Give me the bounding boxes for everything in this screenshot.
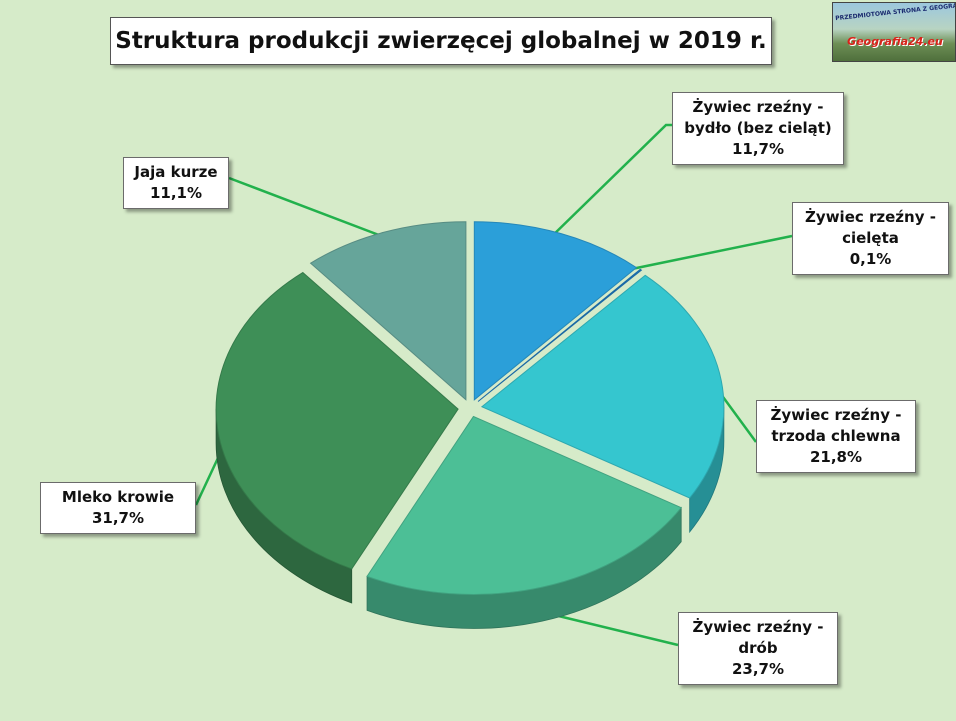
label-mleko-line1: Mleko krowie: [61, 488, 175, 506]
label-mleko-value: 31,7%: [91, 509, 145, 527]
label-mleko: Mleko krowie 31,7%: [40, 482, 196, 534]
label-trzoda-line2: trzoda chlewna: [771, 427, 901, 445]
label-cieleta: Żywiec rzeźny - cielęta 0,1%: [792, 202, 949, 275]
pie-slice-trzoda: [480, 274, 725, 499]
logo-top-text: PRZEDMIOTOWA STRONA Z GEOGRAFII: [834, 2, 956, 23]
label-bydlo-value: 11,7%: [731, 140, 785, 158]
leader-line-jaja: [228, 176, 393, 242]
pie-slice-mleko: [215, 271, 459, 570]
site-logo[interactable]: PRZEDMIOTOWA STRONA Z GEOGRAFII Geografi…: [832, 2, 956, 62]
label-drob: Żywiec rzeźny - drób 23,7%: [678, 612, 838, 685]
label-drob-line1: Żywiec rzeźny -: [692, 618, 824, 636]
leader-line-cieleta: [616, 234, 793, 274]
label-trzoda-line1: Żywiec rzeźny -: [770, 406, 902, 424]
pie-slice-cieleta: [477, 268, 643, 402]
label-drob-value: 23,7%: [731, 660, 785, 678]
label-cieleta-line1: Żywiec rzeźny -: [805, 208, 936, 226]
label-drob-line2: drób: [738, 639, 778, 657]
chart-title-box: Struktura produkcji zwierzęcej globalnej…: [110, 17, 772, 65]
label-cieleta-line2: cielęta: [842, 229, 899, 247]
label-trzoda: Żywiec rzeźny - trzoda chlewna 21,8%: [756, 400, 916, 473]
label-jaja: Jaja kurze 11,1%: [123, 157, 229, 209]
label-jaja-value: 11,1%: [149, 184, 203, 202]
label-trzoda-value: 21,8%: [809, 448, 863, 466]
label-bydlo: Żywiec rzeźny - bydło (bez cieląt) 11,7%: [672, 92, 844, 165]
pie-slice-drob: [366, 415, 683, 595]
label-cieleta-value: 0,1%: [849, 250, 892, 268]
label-bydlo-line2: bydło (bez cieląt): [684, 119, 832, 137]
pie-slice-bydlo: [473, 221, 638, 401]
logo-main-text: Geografia24.eu: [847, 35, 943, 48]
leader-line-drob: [541, 610, 679, 647]
leader-line-bydlo: [547, 123, 672, 241]
chart-title: Struktura produkcji zwierzęcej globalnej…: [115, 28, 767, 54]
pie-slice-jaja: [309, 221, 467, 401]
label-jaja-line1: Jaja kurze: [134, 163, 218, 181]
label-bydlo-line1: Żywiec rzeźny -: [692, 98, 824, 116]
